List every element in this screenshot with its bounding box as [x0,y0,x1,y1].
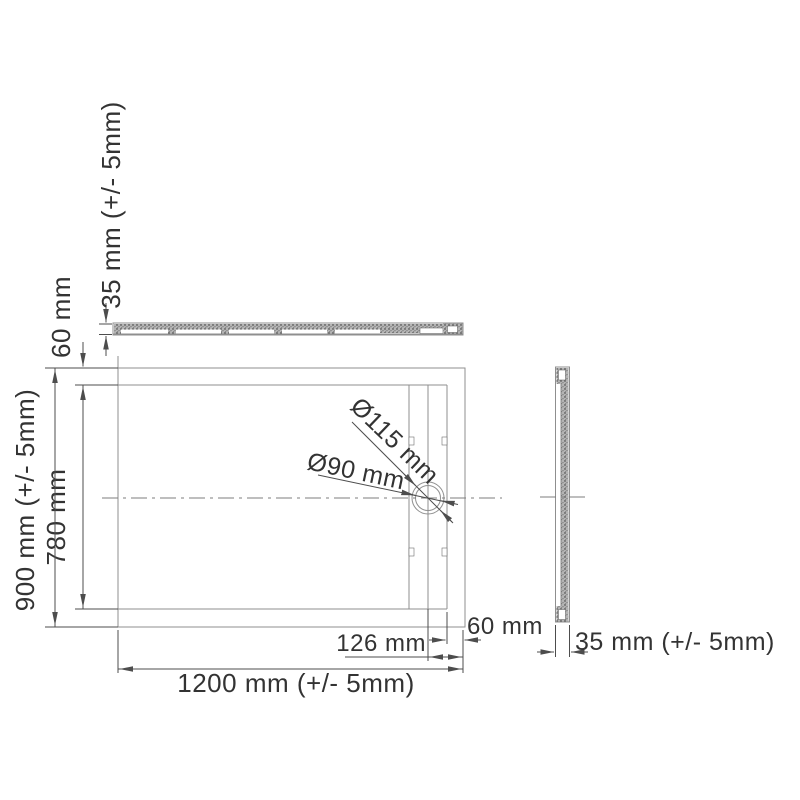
plan-view [102,356,502,628]
channel-clip [441,436,448,446]
profile-foot [327,329,335,334]
side-bottom-notch [558,609,566,620]
channel-clip [408,436,415,446]
dim-inner-depth: 780 mm [41,385,118,610]
dim-label-overall-width: 1200 mm (+/- 5mm) [177,668,415,698]
channel-clip [408,547,415,557]
dim-label-overall-depth: 900 mm (+/- 5mm) [10,389,40,612]
leader-line-outer-dia [351,421,454,524]
dimension-arrow [403,473,416,486]
profile-left-cap [114,324,121,334]
side-top-notch [558,369,566,381]
top-profile-view [112,322,464,336]
channel-clip [441,547,448,557]
dim-label-inner-depth: 780 mm [41,469,71,566]
leader-line-inner-dia [317,474,459,505]
dim-label-top-inset: 60 mm [46,276,76,358]
dim-top-thickness: 35 mm (+/- 5mm) [96,101,126,356]
profile-drain-notch [419,327,444,334]
profile-top-surface-hatch [114,324,461,330]
dimension-arrow [441,500,455,507]
dim-right-inset: 60 mm [429,612,543,673]
dim-label-right-inset: 60 mm [467,613,543,640]
profile-foot [168,329,176,334]
profile-drain-zone-hatch [380,324,420,333]
dim-label-drain-offset: 126 mm [336,630,426,657]
side-profile-view [540,366,586,623]
dimension-arrow [401,489,415,496]
dim-label-side-thickness: 35 mm (+/- 5mm) [575,628,775,656]
dim-side-thickness: 35 mm (+/- 5mm) [537,625,775,657]
dim-label-top-thickness: 35 mm (+/- 5mm) [96,101,126,309]
dim-drain-offset: 126 mm [336,609,463,661]
dimension-arrow [440,510,453,523]
dim-overall-depth: 900 mm (+/- 5mm) [10,367,118,628]
profile-foot [274,329,282,334]
dim-overall-width: 1200 mm (+/- 5mm) [117,630,463,698]
profile-foot [221,329,229,334]
side-surface-hatch [561,384,569,606]
profile-right-notch [447,325,458,333]
dim-top-inset: 60 mm [46,276,118,400]
